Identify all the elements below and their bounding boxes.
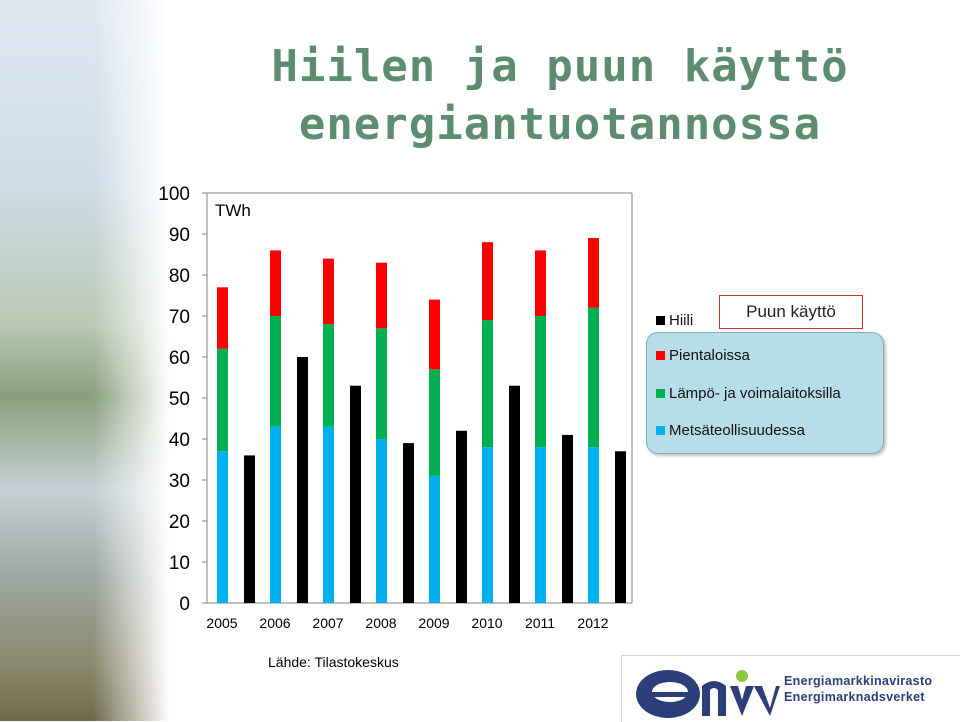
bar-pientalot: [217, 287, 228, 349]
logo-text-sv: Energimarknadsverket: [784, 690, 925, 704]
y-tick-label: 10: [169, 553, 190, 574]
logo-text-fi: Energiamarkkinavirasto: [784, 674, 933, 688]
bar-pientalot: [535, 250, 546, 316]
y-tick-label: 20: [169, 512, 190, 533]
legend-swatch-metsa: [656, 426, 665, 435]
bar-metsateollisuus: [588, 447, 599, 603]
legend-label-lampo: Lämpö- ja voimalaitoksilla: [669, 385, 841, 402]
y-tick-label: 80: [169, 266, 190, 287]
bar-hiili: [509, 385, 520, 603]
legend-item-lampo: Lämpö- ja voimalaitoksilla: [656, 385, 841, 402]
bar-metsateollisuus: [535, 447, 546, 603]
y-tick-label: 30: [169, 471, 190, 492]
x-tick-label: 2005: [206, 615, 237, 631]
legend-label-hiili: Hiili: [669, 312, 694, 329]
bar-metsateollisuus: [482, 447, 493, 603]
bar-hiili: [350, 385, 361, 603]
legend-group-label: Puun käyttö: [719, 295, 863, 329]
x-tick-label: 2008: [365, 615, 396, 631]
x-tick-label: 2006: [259, 615, 290, 631]
source-note: Lähde: Tilastokeskus: [268, 654, 399, 670]
bar-hiili: [403, 443, 414, 603]
bar-lampo-voimalaitokset: [270, 316, 281, 427]
x-tick-label: 2011: [525, 615, 555, 631]
legend-item-hiili: Hiili: [656, 312, 693, 329]
bar-metsateollisuus: [429, 475, 440, 603]
legend-label-pientaloissa: Pientaloissa: [669, 347, 750, 364]
x-tick-label: 2007: [312, 615, 343, 631]
legend-swatch-lampo: [656, 389, 665, 398]
bar-pientalot: [323, 258, 334, 325]
legend-item-metsa: Metsäteollisuudessa: [656, 422, 805, 439]
bar-pientalot: [588, 238, 599, 308]
y-tick-label: 100: [158, 184, 190, 205]
legend-group-box: [646, 332, 884, 454]
bar-pientalot: [482, 242, 493, 321]
bar-pientalot: [376, 262, 387, 329]
bar-metsateollisuus: [217, 451, 228, 603]
x-tick-label: 2009: [418, 615, 449, 631]
bar-lampo-voimalaitokset: [217, 348, 228, 452]
legend-swatch-hiili: [656, 316, 665, 325]
bar-lampo-voimalaitokset: [376, 328, 387, 439]
bar-pientalot: [429, 299, 440, 370]
emv-logo: Energiamarkkinavirasto Energimarknadsver…: [621, 655, 960, 722]
bar-lampo-voimalaitokset: [535, 316, 546, 448]
y-tick-label: 70: [169, 307, 190, 328]
y-tick-label: 0: [179, 594, 190, 615]
bar-metsateollisuus: [270, 426, 281, 603]
page-title: Hiilen ja puun käyttö energiantuotannoss…: [170, 38, 950, 154]
y-tick-label: 40: [169, 430, 190, 451]
legend-swatch-pientaloissa: [656, 351, 665, 360]
bar-hiili: [297, 357, 308, 603]
bar-lampo-voimalaitokset: [588, 307, 599, 448]
bar-lampo-voimalaitokset: [323, 324, 334, 427]
y-tick-label: 50: [169, 389, 190, 410]
x-tick-label: 2010: [471, 615, 502, 631]
bar-lampo-voimalaitokset: [429, 369, 440, 476]
legend-item-pientaloissa: Pientaloissa: [656, 347, 750, 364]
y-tick-label: 90: [169, 225, 190, 246]
emv-logo-mark: [636, 670, 780, 718]
bar-hiili: [615, 451, 626, 603]
bar-lampo-voimalaitokset: [482, 320, 493, 448]
bar-pientalot: [270, 250, 281, 316]
bar-metsateollisuus: [376, 439, 387, 603]
title-line-1: Hiilen ja puun käyttö: [271, 41, 849, 92]
y-axis-unit-label: TWh: [215, 201, 251, 220]
bar-metsateollisuus: [323, 426, 334, 603]
bar-hiili: [562, 434, 573, 603]
legend-label-metsa: Metsäteollisuudessa: [669, 422, 805, 439]
y-tick-label: 60: [169, 348, 190, 369]
bar-hiili: [244, 455, 255, 603]
x-tick-label: 2012: [577, 615, 608, 631]
background-photo-collage: [0, 0, 170, 721]
title-line-2: energiantuotannossa: [298, 99, 822, 150]
bar-hiili: [456, 430, 467, 603]
